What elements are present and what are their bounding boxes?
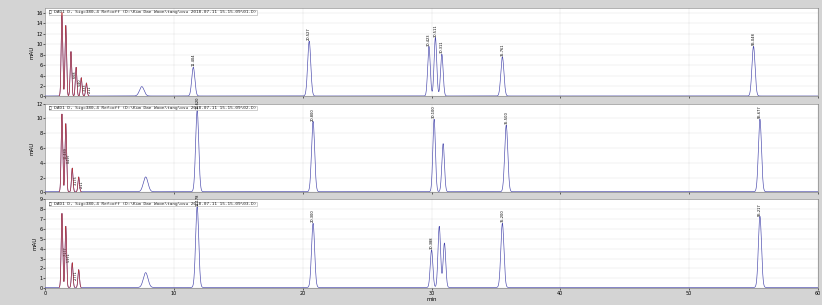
- Text: 35.500: 35.500: [504, 111, 508, 124]
- Text: 12.178: 12.178: [195, 193, 199, 206]
- Text: 5.971: 5.971: [67, 253, 71, 262]
- Text: 8.497: 8.497: [67, 153, 71, 163]
- Y-axis label: mAU: mAU: [29, 45, 34, 59]
- Text: 2.11: 2.11: [88, 86, 92, 93]
- Text: □ DAD1 D, Sig=380,4 Ref=off (D:\Kim Dae Woon\tang\osu 2018-07-11 15-15-09\01.D): □ DAD1 D, Sig=380,4 Ref=off (D:\Kim Dae …: [49, 10, 256, 14]
- Text: 30.388: 30.388: [430, 237, 433, 249]
- Text: 30.511: 30.511: [433, 24, 437, 37]
- Text: 30.100: 30.100: [432, 106, 436, 118]
- Text: 6.68: 6.68: [72, 70, 76, 78]
- Text: 3.175: 3.175: [73, 175, 77, 185]
- Text: 55.217: 55.217: [758, 203, 762, 216]
- X-axis label: min: min: [427, 297, 436, 302]
- Text: 35.761: 35.761: [501, 43, 505, 56]
- Text: 11.620: 11.620: [195, 97, 199, 109]
- Text: 30.423: 30.423: [427, 33, 431, 45]
- Text: □ DAD1 D, Sig=380,4 Ref=off (D:\Kim Dae Woon\tang\osu 2018-07-11 15-15-09\03.D): □ DAD1 D, Sig=380,4 Ref=off (D:\Kim Dae …: [49, 202, 256, 206]
- Y-axis label: mAU: mAU: [32, 237, 37, 250]
- Text: 20.527: 20.527: [307, 28, 312, 40]
- Text: 20.300: 20.300: [311, 210, 315, 222]
- Text: 55.677: 55.677: [758, 106, 762, 118]
- Text: 10.489: 10.489: [63, 147, 67, 159]
- Text: 30.311: 30.311: [440, 41, 444, 53]
- Text: 2.771: 2.771: [73, 271, 77, 280]
- Text: 7.177: 7.177: [63, 246, 67, 256]
- Text: 11.404: 11.404: [192, 54, 196, 66]
- Text: 20.800: 20.800: [311, 108, 315, 120]
- Text: 55.048: 55.048: [751, 33, 755, 45]
- Text: 3.33: 3.33: [82, 83, 86, 91]
- Y-axis label: mAU: mAU: [29, 141, 34, 155]
- Text: 35.200: 35.200: [501, 210, 505, 222]
- Text: 2.11: 2.11: [80, 181, 84, 188]
- Text: □ DAD1 D, Sig=380,4 Ref=off (D:\Kim Dae Woon\tang\osu 2018-07-11 15-15-09\02.D): □ DAD1 D, Sig=380,4 Ref=off (D:\Kim Dae …: [49, 106, 256, 110]
- Text: 5.40: 5.40: [77, 78, 81, 86]
